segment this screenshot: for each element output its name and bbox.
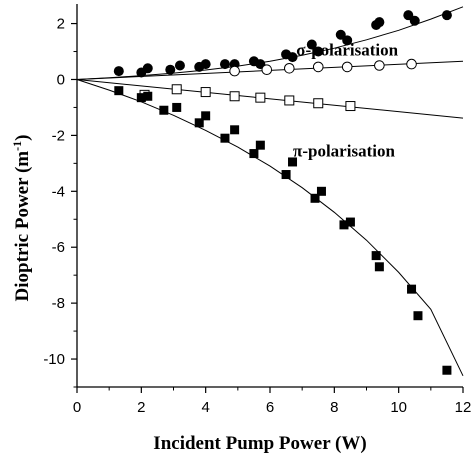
- data-point-filled-square: [114, 86, 124, 96]
- data-point-filled-circle: [219, 59, 230, 70]
- data-point-filled-circle: [287, 52, 298, 63]
- x-tick-label: 12: [455, 399, 472, 416]
- data-point-filled-square: [159, 105, 169, 115]
- fit-curve-3: [76, 79, 464, 119]
- y-axis-title-group: Dioptric Power (m-1): [10, 135, 33, 302]
- sigma-polarisation-label: σ-polarisation: [296, 41, 398, 60]
- data-point-filled-square: [281, 170, 291, 180]
- y-axis-title-close: ): [12, 135, 33, 141]
- data-point-filled-square: [201, 111, 211, 121]
- data-point-open-square: [313, 98, 324, 109]
- data-point-open-square: [229, 91, 240, 102]
- data-point-filled-square: [249, 149, 259, 159]
- pi-polarisation-label: π-polarisation: [293, 141, 395, 160]
- data-point-open-square: [255, 92, 266, 103]
- data-point-open-circle: [261, 64, 273, 75]
- y-tick-label: -10: [43, 351, 65, 368]
- data-point-filled-square: [407, 284, 417, 294]
- data-point-open-square: [200, 87, 211, 98]
- data-point-open-square: [284, 95, 295, 106]
- data-point-filled-circle: [200, 59, 211, 70]
- data-point-filled-circle: [342, 35, 353, 46]
- data-point-filled-square: [442, 365, 452, 375]
- data-point-open-circle: [284, 62, 295, 74]
- data-point-open-circle: [229, 65, 240, 77]
- y-axis-title-main: Dioptric Power (m: [12, 151, 33, 302]
- data-point-open-circle: [341, 61, 353, 73]
- x-tick-label: 2: [137, 399, 145, 416]
- data-point-filled-circle: [174, 60, 185, 71]
- data-point-filled-circle: [313, 46, 324, 57]
- data-point-open-circle: [312, 61, 324, 73]
- data-point-filled-square: [172, 102, 182, 112]
- data-point-filled-square: [220, 133, 230, 143]
- x-axis-title: Incident Pump Power (W): [153, 433, 366, 454]
- data-point-filled-circle: [165, 64, 176, 75]
- data-point-filled-circle: [441, 10, 452, 21]
- y-axis-title-sup: -1: [10, 141, 24, 151]
- data-point-filled-square: [194, 118, 204, 128]
- data-point-filled-circle: [409, 15, 420, 26]
- data-point-filled-square: [374, 262, 384, 272]
- data-point-filled-square: [316, 186, 326, 196]
- data-point-filled-square: [339, 220, 349, 230]
- y-tick-label: 2: [57, 16, 65, 33]
- y-tick-label: -2: [52, 127, 65, 144]
- data-point-open-square: [345, 101, 356, 112]
- data-point-filled-square: [136, 93, 146, 103]
- data-point-filled-square: [288, 157, 298, 167]
- x-tick-label: 8: [330, 399, 338, 416]
- plot-area: 0 2 4 6 8 10 12 2 0 -2 -4 -6 -8 -10 σ-polarisation π-po…: [43, 4, 471, 416]
- fit-curve-4: [76, 79, 464, 377]
- y-tick-label: -6: [52, 239, 65, 256]
- data-point-filled-square: [143, 91, 153, 101]
- x-tick-label: 0: [73, 399, 81, 416]
- y-tick-label: 0: [57, 71, 65, 88]
- data-point-filled-circle: [374, 17, 385, 28]
- data-point-filled-circle: [335, 29, 346, 40]
- data-point-filled-square: [371, 251, 381, 261]
- data-point-filled-square: [345, 217, 355, 227]
- data-point-open-square: [171, 84, 182, 95]
- data-point-open-circle: [406, 58, 417, 70]
- data-point-open-circle: [374, 60, 385, 71]
- y-tick-label: -4: [52, 183, 65, 200]
- x-tick-label: 6: [266, 399, 274, 416]
- y-tick-label: -8: [52, 295, 65, 312]
- data-point-filled-square: [255, 140, 265, 150]
- data-point-filled-circle: [113, 66, 124, 77]
- data-point-filled-square: [230, 125, 240, 135]
- x-tick-label: 10: [390, 399, 407, 416]
- data-point-filled-circle: [306, 39, 317, 50]
- data-point-filled-square: [413, 311, 423, 321]
- y-axis-title: Dioptric Power (m-1): [10, 135, 33, 302]
- x-tick-label: 4: [201, 399, 209, 416]
- data-point-filled-circle: [142, 63, 153, 74]
- data-point-filled-circle: [403, 10, 414, 21]
- data-point-filled-square: [310, 193, 320, 203]
